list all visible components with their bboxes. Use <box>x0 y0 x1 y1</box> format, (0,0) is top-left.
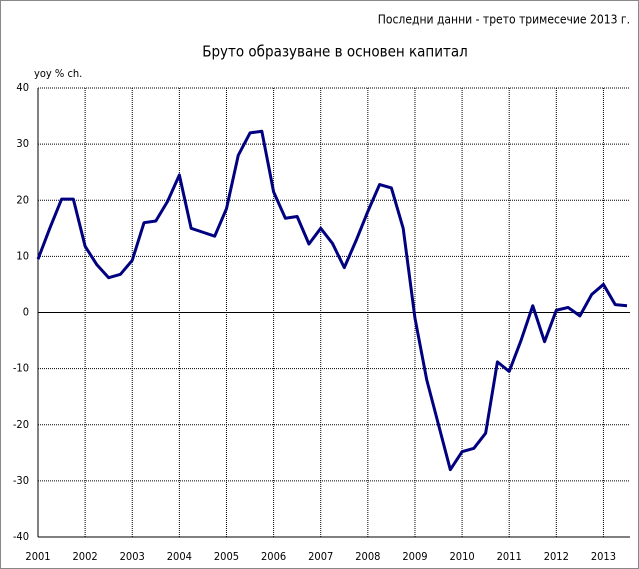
chart-subtitle: Последни данни - трето тримесечие 2013 г… <box>378 13 630 27</box>
y-tick-label: -20 <box>13 418 29 431</box>
x-tick-label: 2007 <box>308 550 333 563</box>
x-tick-label: 2003 <box>120 550 145 563</box>
y-tick-label: 10 <box>16 249 29 262</box>
x-tick-label: 2012 <box>544 550 569 563</box>
line <box>36 129 628 472</box>
x-tick-label: 2013 <box>591 550 616 563</box>
x-tick-label: 2005 <box>214 550 239 563</box>
x-tick-label: 2001 <box>25 550 50 563</box>
y-axis-label: yoy % ch. <box>34 67 82 80</box>
y-tick-label: 40 <box>16 81 29 94</box>
y-tick-label: -40 <box>13 530 29 543</box>
x-tick-label: 2009 <box>402 550 427 563</box>
x-tick-label: 2006 <box>261 550 286 563</box>
x-tick-label: 2008 <box>355 550 380 563</box>
x-tick-label: 2010 <box>449 550 474 563</box>
y-tick-label: 20 <box>16 193 29 206</box>
y-tick-label: 0 <box>23 306 29 319</box>
y-tick-label: -30 <box>13 474 29 487</box>
chart-title: Бруто образуване в основен капитал <box>202 43 468 61</box>
x-tick-label: 2011 <box>497 550 522 563</box>
x-tick-label: 2004 <box>167 550 192 563</box>
x-tick-label: 2002 <box>73 550 98 563</box>
y-tick-label: 30 <box>16 137 29 150</box>
y-tick-label: -10 <box>13 362 29 375</box>
